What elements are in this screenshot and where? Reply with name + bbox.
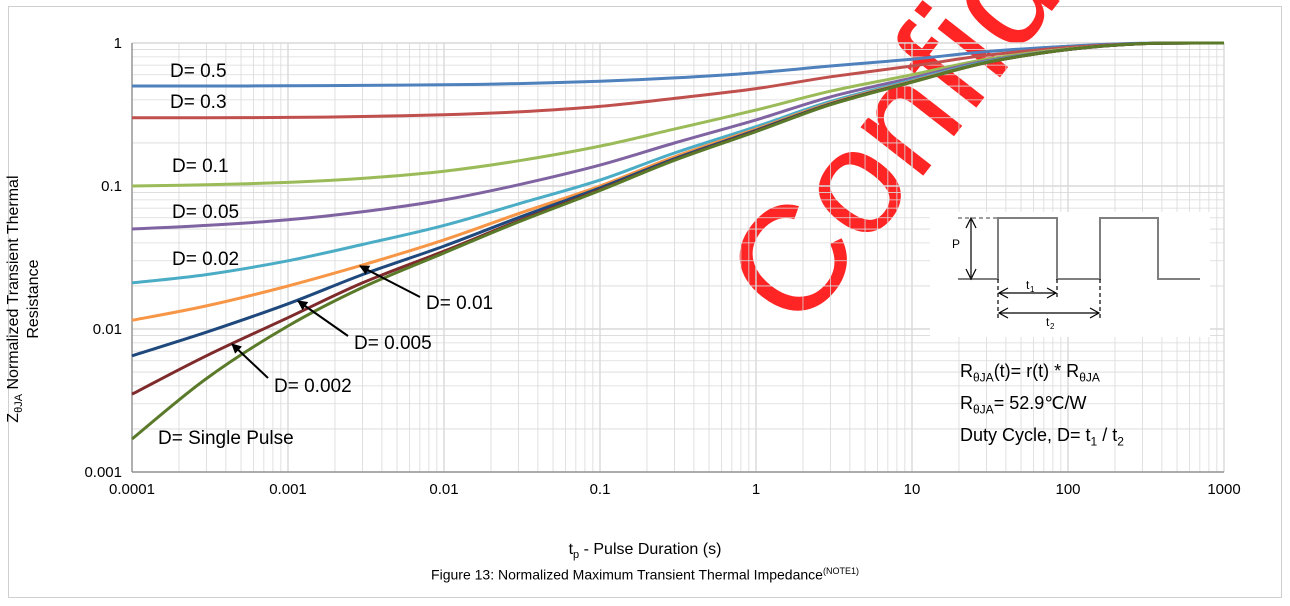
annotations: D= 0.5 D= 0.3 D= 0.1 D= 0.05 D= 0.02 D= 0.01 D… [158, 61, 493, 449]
annotation-arrow [297, 300, 349, 337]
p-arrowheads [965, 216, 977, 281]
series-line-d-single-pulse [131, 41, 1225, 441]
series-line-d-0-1 [131, 41, 1225, 188]
y-tick-label: 0.001 [84, 464, 122, 481]
annotation-label: D= 0.1 [172, 156, 229, 177]
x-tick-label: 0.1 [590, 481, 611, 498]
formula-rtheta-t: RθJA(t)= r(t) * RθJA [960, 361, 1100, 385]
x-tick-label: 1 [752, 481, 760, 498]
x-tick-label: 1000 [1207, 481, 1240, 498]
series-line-d-0-5 [131, 41, 1225, 88]
x-axis-label: tp - Pulse Duration (s) [568, 541, 722, 562]
annotation-label: D= 0.02 [172, 249, 239, 270]
formula-duty-cycle: Duty Cycle, D= t1 / t2 [960, 425, 1124, 449]
y-axis-label: ZθJA Normalized Transient Thermal Resist… [4, 175, 43, 423]
t2-subscript: 2 [1050, 322, 1055, 331]
annotation-arrow [359, 265, 421, 298]
annotation-label: D= Single Pulse [158, 428, 294, 449]
chart-frame [8, 6, 1282, 598]
x-tick-label: 10 [904, 481, 921, 498]
t1-subscript: 1 [1030, 285, 1035, 294]
x-tick-label: 0.0001 [109, 481, 155, 498]
t1-arrowheads [997, 287, 1058, 299]
grid-lines [131, 42, 1225, 473]
duty-cycle-inset: Pt 1t 2 [930, 212, 1210, 337]
y-tick-label: 0.1 [101, 178, 122, 195]
x-tick-label: 0.001 [269, 481, 307, 498]
series-line-d-0-05 [131, 41, 1225, 231]
t2-arrowheads [997, 307, 1101, 319]
formula-rtheta-value: RθJA= 52.9℃/W [960, 393, 1087, 417]
annotation-label: D= 0.3 [170, 92, 227, 113]
t2-label: t [1046, 315, 1050, 329]
y-tick-label: 1 [114, 35, 122, 52]
y-tick-label: 0.01 [93, 321, 122, 338]
annotation-label: D= 0.5 [170, 61, 227, 82]
series-line-d-0-3 [132, 41, 1225, 120]
x-tick-label: 100 [1055, 481, 1080, 498]
inset-background [930, 212, 1210, 337]
p-label: P [952, 237, 960, 251]
annotation-label: D= 0.002 [274, 376, 352, 397]
t1-label: t [1026, 278, 1030, 292]
tick-labels: 0.0001 0.001 0.01 0.1 1 10 100 10000.0010.010.1… [84, 35, 1240, 498]
pulse-waveform [958, 217, 1200, 280]
annotation-arrow [231, 343, 269, 379]
axes [131, 43, 1224, 473]
annotation-label: D= 0.01 [426, 293, 493, 314]
x-tick-label: 0.01 [429, 481, 458, 498]
annotation-label: D= 0.005 [354, 333, 432, 354]
annotation-label: D= 0.05 [172, 202, 239, 223]
figure-caption: Figure 13: Normalized Maximum Transient … [431, 566, 859, 583]
